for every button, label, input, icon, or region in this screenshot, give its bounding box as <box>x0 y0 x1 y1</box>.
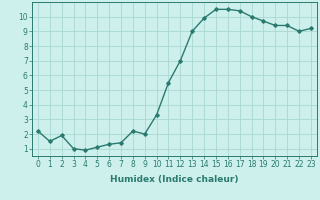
X-axis label: Humidex (Indice chaleur): Humidex (Indice chaleur) <box>110 175 239 184</box>
